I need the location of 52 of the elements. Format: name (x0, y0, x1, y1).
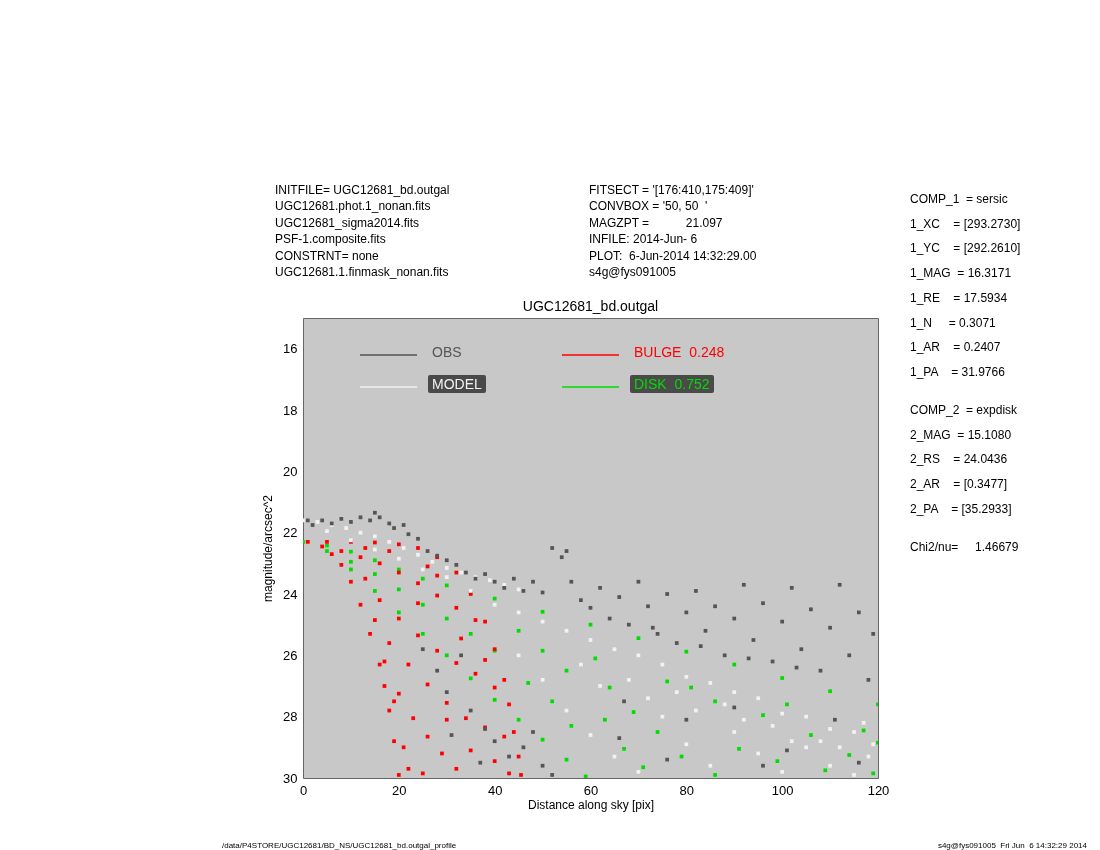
x-tick-label: 120 (867, 782, 890, 798)
text: s4g@fys091005 Fri Jun 6 14:32:29 2014 (937, 841, 1087, 850)
text: FITSECT = '[176:410,175:409]' (589, 183, 754, 197)
y-tick-label: 28 (283, 709, 298, 725)
text: 1_N = 0.3071 (910, 315, 996, 330)
legend-label: MODEL (432, 376, 482, 392)
label-backdrop: DISK 0.752 (630, 375, 714, 393)
text: 1_PA = 31.9766 (910, 364, 1005, 379)
text: CONVBOX = '50, 50 ' (589, 199, 708, 214)
y-tick-label: 16 (283, 341, 298, 357)
text: INITFILE= UGC12681_bd.outgal (275, 183, 450, 197)
x-tick-label: 100 (771, 782, 794, 798)
text: 2_MAG = 15.1080 (910, 427, 1012, 442)
text: 2_PA = [35.2933] (910, 501, 1012, 516)
y-tick-label: 18 (283, 402, 298, 418)
x-tick-label: 80 (679, 782, 695, 798)
text: 1_RE = 17.5934 (910, 290, 1008, 305)
label-backdrop: MODEL (428, 375, 486, 393)
chart-title: UGC12681_bd.outgal (522, 298, 659, 314)
text: 2_RS = 24.0436 (910, 452, 1008, 467)
text: MAGZPT = 21.097 (589, 215, 723, 230)
text: COMP_2 = expdisk (910, 403, 1018, 417)
y-tick-label: 20 (283, 463, 298, 479)
text: UGC12681.1.finmask_nonan.fits (275, 265, 449, 279)
text: UGC12681.phot.1_nonan.fits (275, 199, 431, 214)
y-tick-label: 24 (283, 586, 298, 602)
legend-label: BULGE 0.248 (634, 344, 725, 360)
text: COMP_1 = sersic (910, 192, 1008, 206)
text: 1_YC = [292.2610] (910, 241, 1021, 256)
text: s4g@fys091005 (589, 265, 676, 279)
text: Chi2/nu= 1.46679 (910, 540, 1019, 554)
y-tick-label: 30 (283, 770, 298, 786)
text: CONSTRNT= none (275, 248, 379, 263)
text: UGC12681_sigma2014.fits (275, 215, 420, 230)
text: INFILE: 2014-Jun- 6 (589, 232, 698, 247)
text: 1_AR = 0.2407 (910, 340, 1001, 355)
x-axis-title: Distance along sky [pix] (527, 797, 655, 812)
legend-label: DISK 0.752 (634, 376, 710, 392)
x-tick-label: 0 (299, 782, 308, 798)
x-tick-label: 60 (583, 782, 599, 798)
text: 1_XC = [293.2730] (910, 216, 1021, 231)
legend-label: OBS (432, 344, 462, 360)
text: 2_AR = [0.3477] (910, 477, 1008, 492)
y-tick-label: 22 (283, 525, 298, 541)
text: 1_MAG = 16.3171 (910, 266, 1012, 281)
text: /data/P4STORE/UGC12681/BD_NS/UGC12681_bd.outgal_profile (222, 841, 457, 850)
x-tick-label: 40 (487, 782, 503, 798)
x-tick-label: 20 (392, 782, 407, 798)
text: PLOT: 6-Jun-2014 14:32:29.00 (589, 248, 757, 263)
y-tick-label: 26 (283, 647, 298, 663)
y-axis-title: magnitude/arcsec^2 (261, 494, 276, 603)
text: PSF-1.composite.fits (275, 232, 386, 247)
